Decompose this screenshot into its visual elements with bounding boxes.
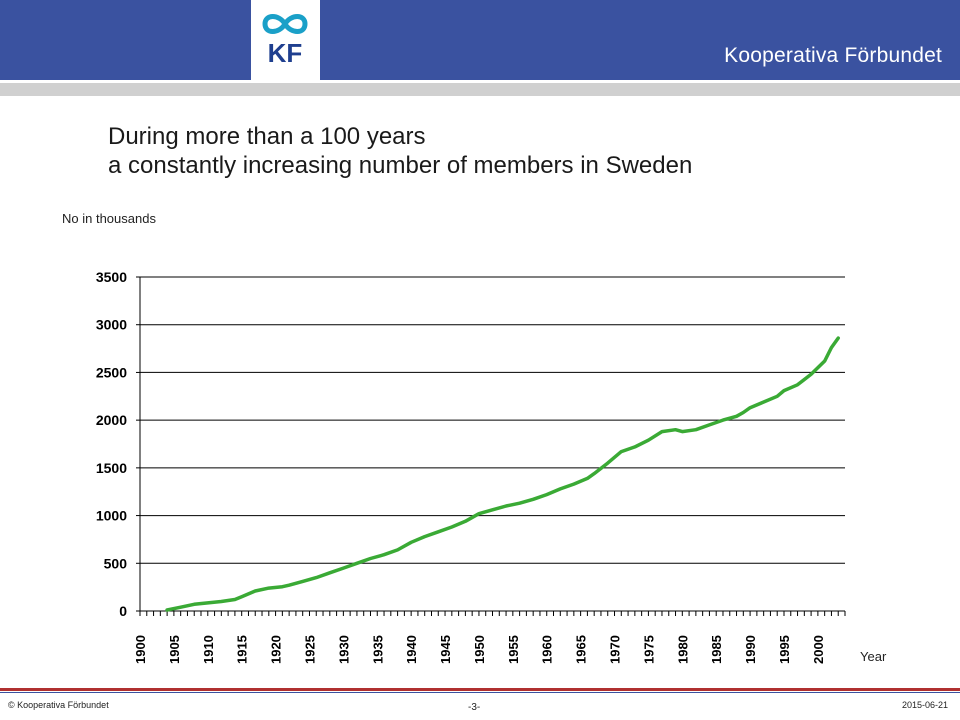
x-tick-label: 1955 (506, 635, 521, 664)
x-tick-label: 1940 (404, 635, 419, 664)
y-tick-label: 0 (119, 603, 127, 619)
title-line-2: a constantly increasing number of member… (108, 152, 693, 179)
y-tick-label: 2500 (96, 364, 127, 380)
y-tick-label: 3500 (96, 269, 127, 285)
x-tick-label: 1935 (370, 635, 385, 664)
x-tick-label: 1970 (608, 635, 623, 664)
x-tick-label: 1985 (709, 635, 724, 664)
infinity-logo-icon: KF (262, 14, 308, 68)
x-tick-label: 1910 (201, 635, 216, 664)
page-title: During more than a 100 years a constantl… (108, 122, 692, 180)
x-tick-label: 1900 (133, 635, 148, 664)
header-bar: KF Kooperativa Förbundet (0, 0, 960, 80)
logo-text: KF (268, 38, 303, 68)
y-tick-label: 2000 (96, 412, 127, 428)
y-tick-label: 1500 (96, 460, 127, 476)
x-tick-label: 1915 (235, 635, 250, 664)
footer-copyright: © Kooperativa Förbundet (8, 700, 109, 710)
y-tick-label: 3000 (96, 317, 127, 333)
footer-rule (0, 688, 960, 691)
brand-name: Kooperativa Förbundet (724, 44, 942, 67)
x-tick-label: 1905 (167, 635, 182, 664)
x-tick-label: 1965 (574, 635, 589, 664)
x-tick-label: 1995 (777, 635, 792, 664)
y-axis-label: No in thousands (62, 211, 156, 226)
footer-rule-thin (0, 692, 960, 693)
x-tick-label: 1945 (438, 635, 453, 664)
header-divider (0, 83, 960, 96)
x-tick-label: 1980 (675, 635, 690, 664)
x-tick-label: 1930 (336, 635, 351, 664)
title-line-1: During more than a 100 years (108, 123, 426, 150)
y-tick-label: 500 (104, 555, 128, 571)
x-tick-label: 2000 (811, 635, 826, 664)
x-axis-label: Year (860, 649, 887, 664)
x-tick-label: 1990 (743, 635, 758, 664)
kf-logo: KF (251, 0, 320, 80)
members-series-line (165, 336, 840, 612)
y-tick-label: 1000 (96, 508, 127, 524)
x-tick-label: 1920 (269, 635, 284, 664)
x-tick-label: 1950 (472, 635, 487, 664)
footer-date: 2015-06-21 (901, 700, 948, 710)
x-tick-label: 1960 (540, 635, 555, 664)
x-tick-label: 1975 (641, 635, 656, 664)
x-tick-label: 1925 (302, 635, 317, 664)
page-number: -3- (468, 702, 481, 713)
